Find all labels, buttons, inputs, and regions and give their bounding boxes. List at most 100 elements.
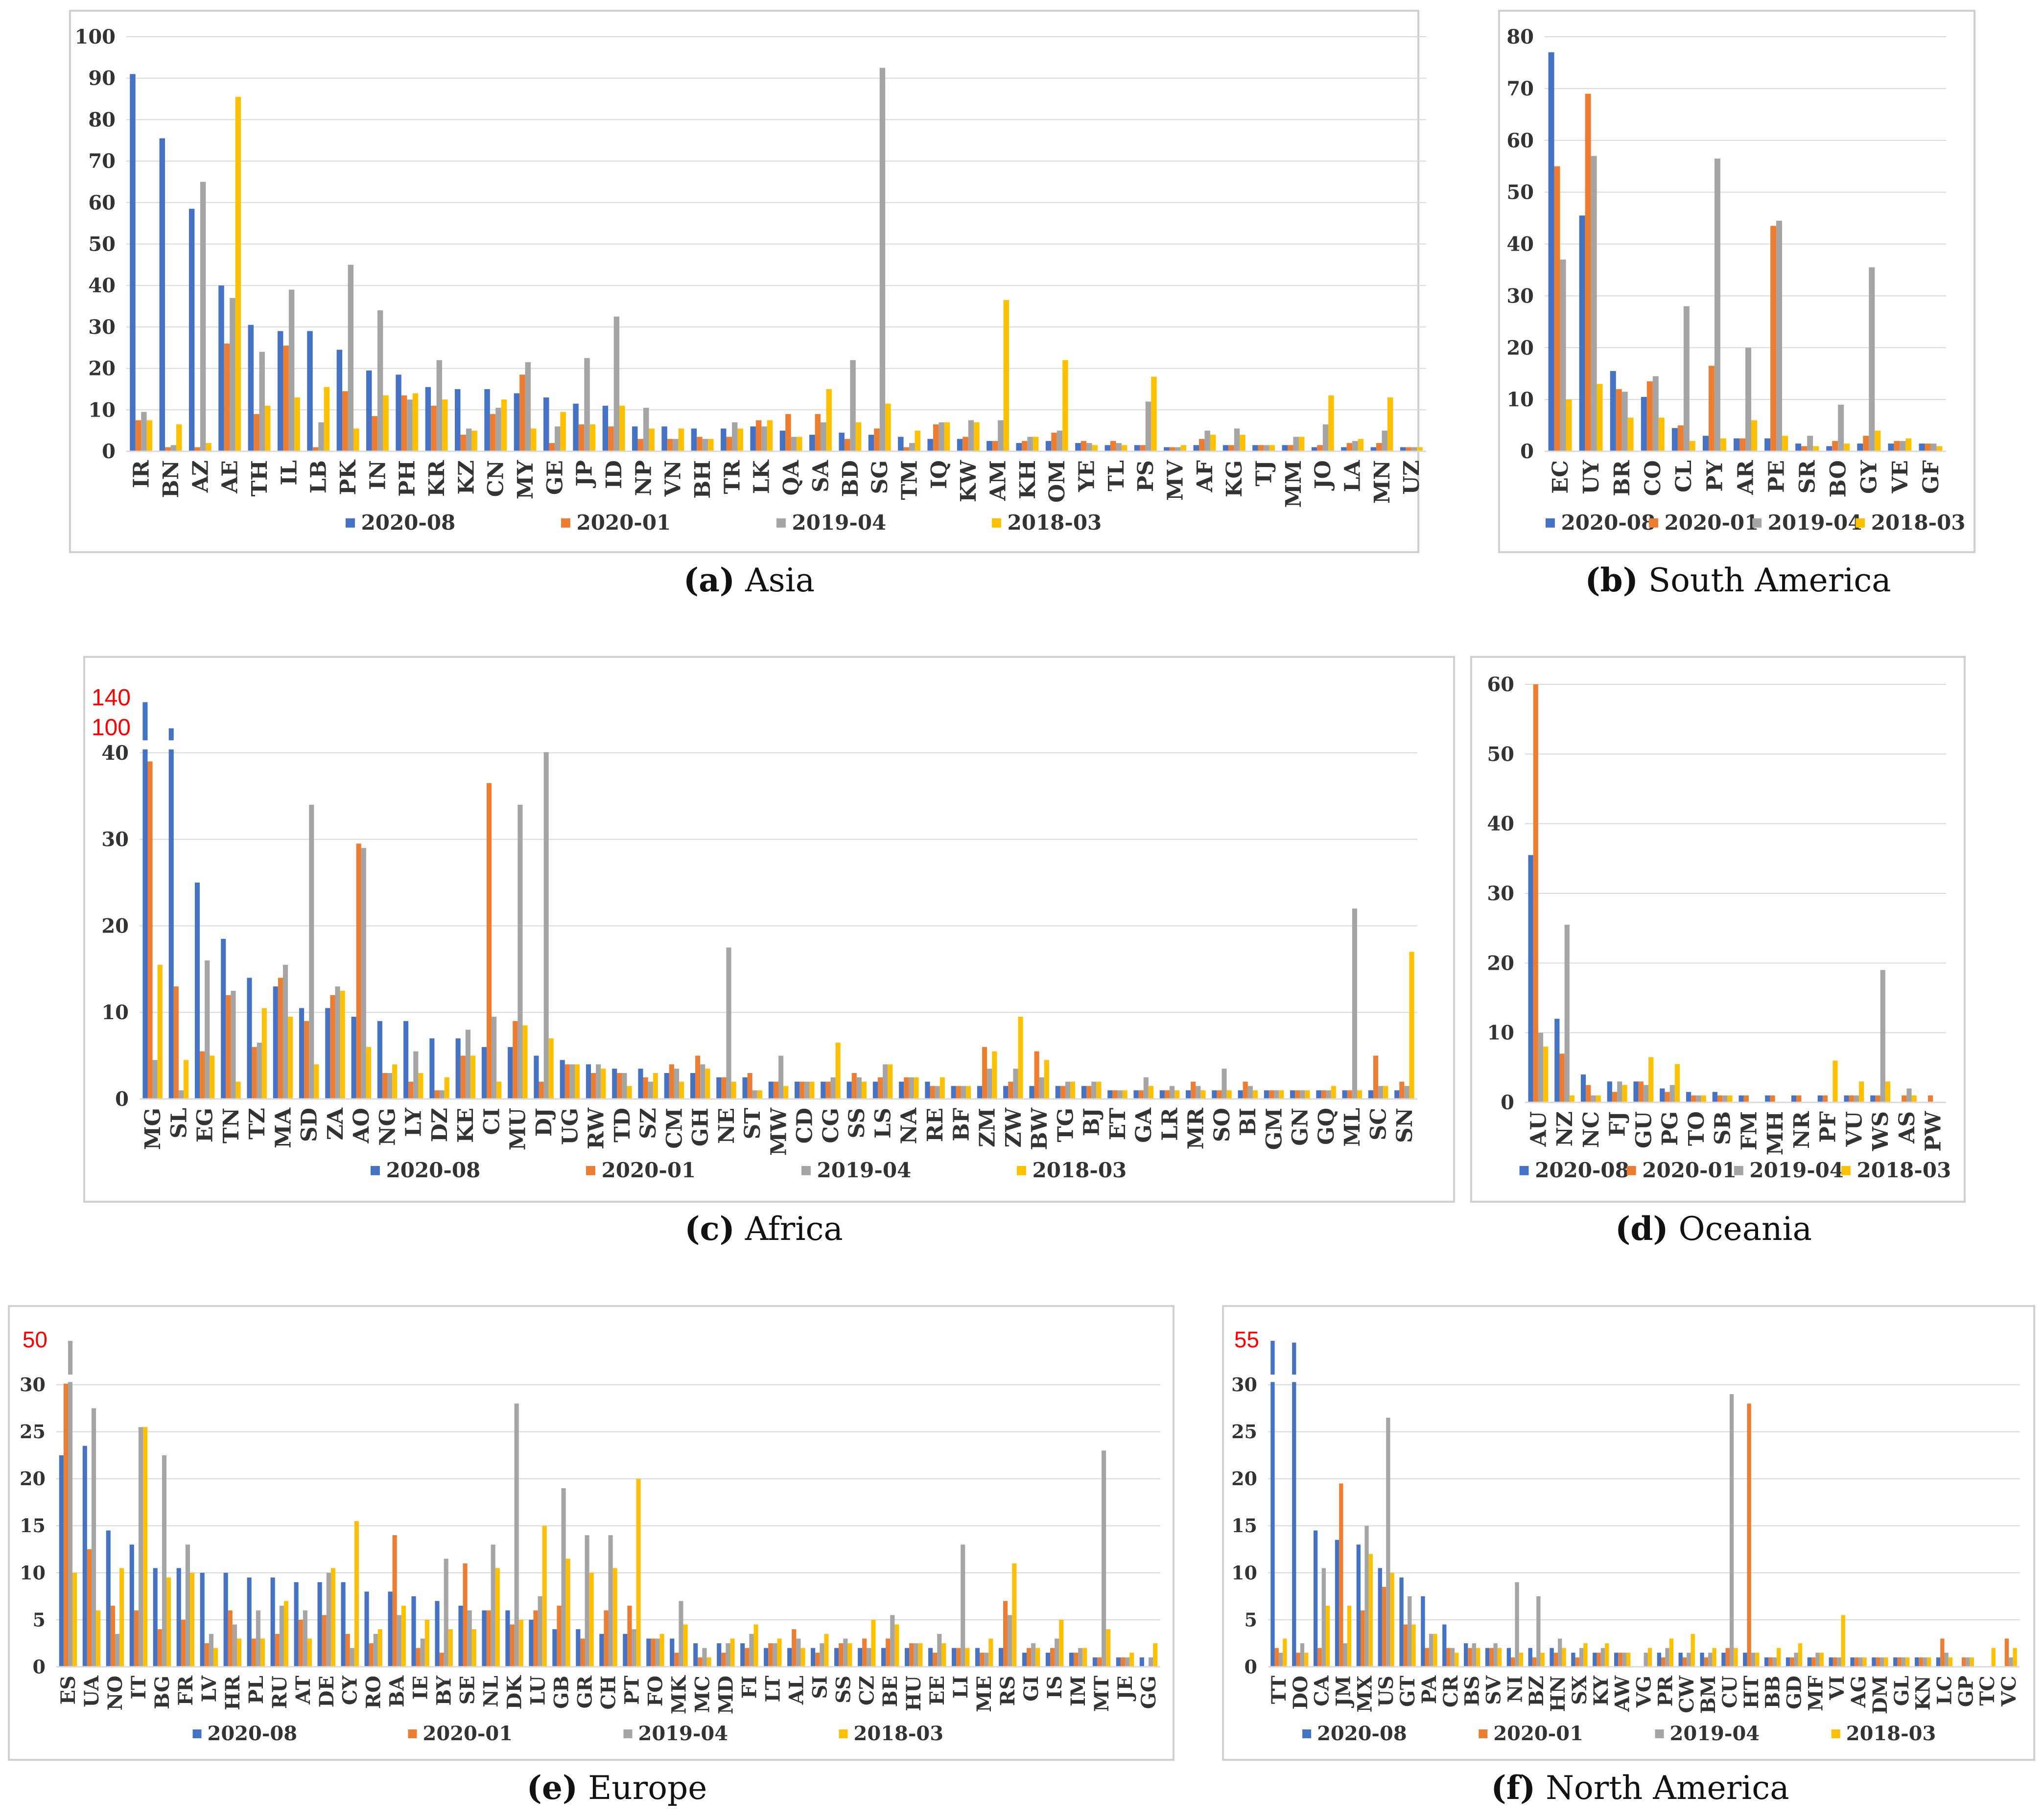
bar-europe-DK-2020-01 [510,1624,515,1667]
bar-south-america-PE-2019-04 [1776,220,1783,451]
bar-oceania-WS-2020-01 [1875,1095,1880,1102]
bar-africa-CI-2020-01 [486,783,492,1099]
x-tick-label: HR [221,1675,244,1710]
bar-north-america-DM-2018-03 [1884,1657,1888,1667]
bar-north-america-AW-2019-04 [1622,1653,1626,1667]
x-tick-label: SB [1711,1111,1736,1145]
bar-asia-LA-2019-04 [1352,441,1358,451]
legend-swatch [1302,1729,1312,1738]
bar-africa-MR-2020-08 [1186,1090,1191,1099]
bar-south-america-GY-2018-03 [1875,430,1881,451]
bar-africa-RW-2018-03 [601,1069,606,1099]
bar-north-america-VG-2018-03 [1647,1648,1652,1667]
bar-north-america-DO-2019-04 [1300,1643,1305,1667]
bar-north-america-GT-2020-01 [1403,1624,1408,1667]
caption-south-america: (b) South America [1585,561,1891,599]
bar-asia-TH-2020-08 [248,325,254,451]
bar-europe-MT-2018-03 [1106,1629,1111,1667]
bar-north-america-NI-2020-08 [1506,1648,1511,1667]
bar-oceania-PF-2020-08 [1817,1095,1823,1102]
x-tick-label: MR [1184,1108,1209,1150]
bar-europe-RO-2018-03 [377,1629,382,1667]
bar-north-america-BB-2019-04 [1772,1657,1777,1667]
bar-africa-ZM-2018-03 [992,1051,997,1099]
x-tick-label: IQ [927,460,952,489]
bar-north-america-DM-2020-08 [1872,1657,1876,1667]
bar-oceania-FJ-2020-01 [1612,1092,1618,1102]
bar-africa-NG-2018-03 [392,1064,398,1099]
bar-africa-SD-2020-08 [299,1008,305,1099]
bar-africa-ST-2019-04 [752,1090,757,1099]
bar-asia-BN-2020-08 [159,138,165,451]
bar-africa-NA-2019-04 [909,1077,914,1099]
bar-europe-IE-2018-03 [424,1619,429,1667]
bar-north-america-HT-2018-03 [1755,1653,1760,1667]
bar-asia-MV-2020-01 [1169,447,1175,451]
y-tick-label: 40 [88,274,116,297]
bar-north-america-LC-2020-01 [1940,1638,1945,1667]
x-tick-label: PH [395,460,420,497]
bar-europe-FI-2020-08 [740,1643,745,1667]
x-tick-label: MD [714,1676,737,1714]
x-tick-label: MW [766,1107,791,1156]
legend-swatch [371,1166,380,1175]
bar-north-america-HN-2020-08 [1550,1648,1554,1667]
bar-oceania-PG-2020-08 [1660,1088,1665,1102]
bar-asia-CN-2018-03 [501,399,507,452]
x-tick-label: AM [986,460,1010,501]
x-tick-label: SN [1392,1108,1417,1143]
bar-europe-HR-2019-04 [232,1624,237,1667]
bar-asia-UZ-2020-01 [1406,447,1411,451]
bar-europe-CZ-2018-03 [871,1619,876,1667]
bar-asia-LK-2020-08 [750,426,756,451]
x-tick-label: ME [973,1676,996,1712]
x-tick-label: GE [542,460,567,495]
bar-europe-CZ-2020-08 [858,1648,863,1667]
bar-europe-GR-2018-03 [589,1572,594,1667]
bar-asia-MV-2019-04 [1175,447,1181,451]
x-tick-label: IS [1043,1676,1066,1699]
bar-africa-GM-2020-01 [1269,1090,1274,1099]
bar-europe-GR-2019-04 [585,1535,589,1667]
y-tick-label: 0 [1501,1091,1514,1114]
bar-europe-IS-2019-04 [1055,1638,1059,1667]
bar-europe-LU-2020-08 [529,1619,534,1667]
caption-north-america: (f) North America [1491,1769,1789,1807]
bar-africa-LY-2018-03 [418,1073,423,1099]
bar-africa-GN-2018-03 [1305,1090,1310,1099]
bar-africa-SC-2020-08 [1368,1090,1373,1099]
bar-europe-PL-2018-03 [260,1638,265,1667]
bar-oceania-FM-2020-08 [1739,1095,1744,1102]
bar-asia-KZ-2018-03 [471,430,477,451]
x-tick-label: YE [1074,460,1099,492]
bar-africa-NA-2020-08 [899,1081,904,1099]
caption-title: Europe [578,1769,707,1807]
x-tick-label: SG [868,460,893,494]
bar-asia-IR-2019-04 [141,412,147,451]
bar-asia-TL-2019-04 [1116,443,1122,451]
bar-north-america-PR-2020-08 [1657,1653,1662,1667]
bar-north-america-PA-2020-01 [1425,1648,1429,1667]
bar-africa-LS-2020-01 [877,1077,883,1099]
bar-asia-KW-2020-08 [957,439,963,451]
bar-europe-MD-2020-08 [717,1643,722,1667]
bar-north-america-BZ-2019-04 [1536,1596,1541,1667]
bar-north-america-BZ-2018-03 [1540,1653,1545,1667]
bar-asia-PH-2018-03 [412,393,419,451]
x-tick-label: LR [1157,1108,1182,1141]
x-tick-label: RW [584,1107,609,1149]
bar-north-america-AG-2019-04 [1858,1657,1863,1667]
bar-europe-IT-2020-01 [134,1610,139,1667]
x-tick-label: BY [433,1676,456,1706]
bar-oceania-GU-2018-03 [1648,1057,1654,1102]
bar-north-america-JM-2019-04 [1343,1643,1347,1667]
x-tick-label: GY [1857,460,1882,494]
y-tick-label: 60 [1487,673,1514,696]
x-tick-label: BE [879,1676,902,1707]
bar-africa-ZM-2020-01 [982,1047,987,1099]
bar-europe-BG-2020-01 [157,1629,162,1667]
caption-title: Oceania [1668,1210,1812,1248]
x-tick-label: NA [897,1107,922,1144]
bar-asia-NP-2018-03 [649,428,655,451]
bar-asia-TR-2020-08 [721,428,727,451]
